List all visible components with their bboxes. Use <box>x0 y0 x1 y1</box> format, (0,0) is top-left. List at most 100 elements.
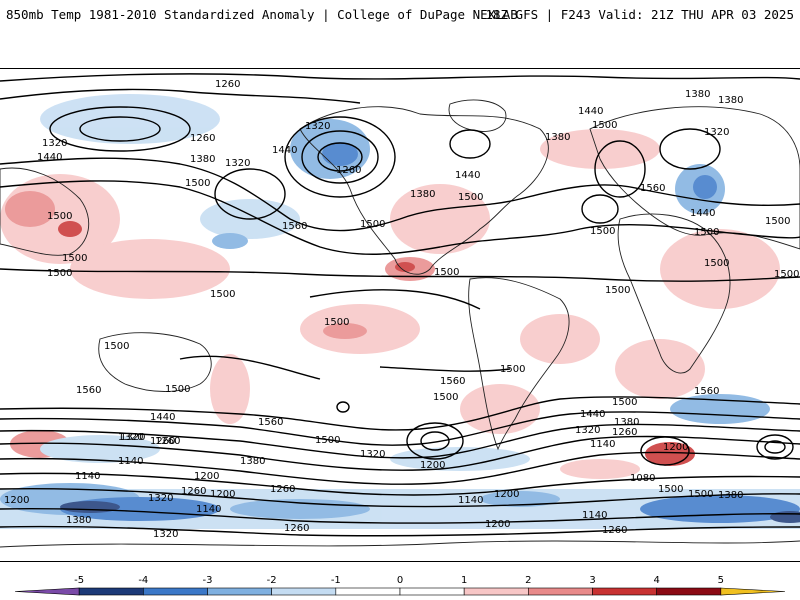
coastlines <box>0 99 800 548</box>
colorbar-tick-label: 1 <box>461 575 467 586</box>
contour-label: 1500 <box>688 489 713 500</box>
contour-label: 1500 <box>434 267 459 278</box>
contour-label: 1320 <box>704 127 729 138</box>
contour-label: 1140 <box>75 471 100 482</box>
contour-label: 1500 <box>704 258 729 269</box>
colorbar-segment <box>207 587 272 596</box>
contour-label: 1380 <box>545 132 570 143</box>
contour-label: 1560 <box>76 385 101 396</box>
colorbar-segment <box>720 587 786 596</box>
colorbar-tick-label: 0 <box>397 575 403 586</box>
contour-label: 1380 <box>410 189 435 200</box>
contour-label: 1200 <box>494 489 519 500</box>
contour-label: 1500 <box>433 392 458 403</box>
contour-label: 1500 <box>658 484 683 495</box>
colorbar-tick-label: -1 <box>331 575 341 586</box>
colorbar-tick-labels: -5 -4 -3 -2 -1 0 1 2 3 4 5 <box>74 575 724 586</box>
colorbar-segment <box>463 587 529 596</box>
contour-label: 1500 <box>185 178 210 189</box>
colorbar-segment <box>592 587 657 596</box>
contour-label: 1500 <box>324 317 349 328</box>
colorbar-bar <box>14 587 786 596</box>
contour-label: 1440 <box>455 170 480 181</box>
contour-label: 1260 <box>270 484 295 495</box>
contour-label: 1500 <box>765 216 790 227</box>
colorbar-tick-label: 3 <box>589 575 595 586</box>
contour-label: 1320 <box>225 158 250 169</box>
contour-label: 1380 <box>718 95 743 106</box>
contour-label: 1140 <box>196 504 221 515</box>
contour-label: 1320 <box>305 121 330 132</box>
colorbar-tick-label: -4 <box>138 575 148 586</box>
contour-label: 1500 <box>590 226 615 237</box>
colorbar-tick-label: -5 <box>74 575 84 586</box>
contour-label: 1500 <box>774 269 799 280</box>
colorbar-segment <box>528 587 593 596</box>
contour-label: 1260 <box>284 523 309 534</box>
contour-label: 1380 <box>66 515 91 526</box>
contour-label: 1380 <box>685 89 710 100</box>
contour-label: 1560 <box>440 376 465 387</box>
contour-label: 1440 <box>272 145 297 156</box>
colorbar-tick-label: 5 <box>718 575 724 586</box>
contour-label: 1320 <box>120 432 145 443</box>
contour-label: 1320 <box>153 529 178 540</box>
contour-label: 1320 <box>148 493 173 504</box>
contour-label: 1320 <box>42 138 67 149</box>
colorbar-tick-label: 2 <box>525 575 531 586</box>
map-panel: 1260 1320 1260 1320 1440 1380 1320 1440 … <box>0 68 800 562</box>
contour-label: 1500 <box>62 253 87 264</box>
contour-label: 1560 <box>694 386 719 397</box>
contour-label: 1500 <box>104 341 129 352</box>
anomaly-map: 1260 1320 1260 1320 1440 1380 1320 1440 … <box>0 73 800 548</box>
contour-label: 1320 <box>575 425 600 436</box>
contour-label: 1440 <box>578 106 603 117</box>
colorbar-segment <box>14 587 80 596</box>
contour-label: 1320 <box>118 432 143 443</box>
run-info: 18Z GFS | F243 Valid: 21Z THU APR 03 202… <box>485 7 794 22</box>
contour-label: 1500 <box>458 192 483 203</box>
contour-label: 1200 <box>194 471 219 482</box>
contour-label: 1560 <box>258 417 283 428</box>
contour-label: 1260 <box>190 133 215 144</box>
contour-label: 1260 <box>336 165 361 176</box>
colorbar-segment <box>656 587 722 596</box>
contour-label: 1440 <box>150 412 175 423</box>
contour-label: 1260 <box>155 436 180 447</box>
contour-label: 1440 <box>37 152 62 163</box>
contour-label: 1260 <box>612 427 637 438</box>
height-contours <box>0 73 800 537</box>
contour-label: 1380 <box>240 456 265 467</box>
title-bar: 850mb Temp 1981-2010 Standardized Anomal… <box>0 0 800 30</box>
contour-label: 1260 <box>150 436 175 447</box>
colorbar-segment <box>399 587 465 596</box>
colorbar-graphic: -5 -4 -3 -2 -1 0 1 2 3 4 5 <box>14 575 786 596</box>
colorbar-segment <box>78 587 144 596</box>
contour-label: 1500 <box>210 289 235 300</box>
contour-label: 1200 <box>210 489 235 500</box>
contour-label: 1200 <box>663 442 688 453</box>
contour-label: 1260 <box>215 79 240 90</box>
contour-label: 1080 <box>630 473 655 484</box>
colorbar: -5 -4 -3 -2 -1 0 1 2 3 4 5 <box>0 570 800 600</box>
contour-label: 1200 <box>485 519 510 530</box>
contour-label: 1500 <box>694 227 719 238</box>
contour-label: 1440 <box>580 409 605 420</box>
contour-label: 1560 <box>640 183 665 194</box>
contour-label: 1200 <box>420 460 445 471</box>
map-title: 850mb Temp 1981-2010 Standardized Anomal… <box>6 7 518 22</box>
contour-label: 1380 <box>190 154 215 165</box>
contour-label: 1140 <box>458 495 483 506</box>
contour-label: 1260 <box>602 525 627 536</box>
contour-label: 1320 <box>360 449 385 460</box>
contour-label: 1560 <box>282 221 307 232</box>
contour-label: 1200 <box>4 495 29 506</box>
colorbar-segment <box>143 587 208 596</box>
contour-label: 1500 <box>592 120 617 131</box>
colorbar-tick-label: -3 <box>203 575 213 586</box>
contour-label: 1440 <box>690 208 715 219</box>
contour-labels: 1260 1320 1260 1320 1440 1380 1320 1440 … <box>4 79 799 540</box>
colorbar-segment <box>271 587 337 596</box>
contour-label: 1380 <box>718 490 743 501</box>
contour-label: 1380 <box>614 417 639 428</box>
